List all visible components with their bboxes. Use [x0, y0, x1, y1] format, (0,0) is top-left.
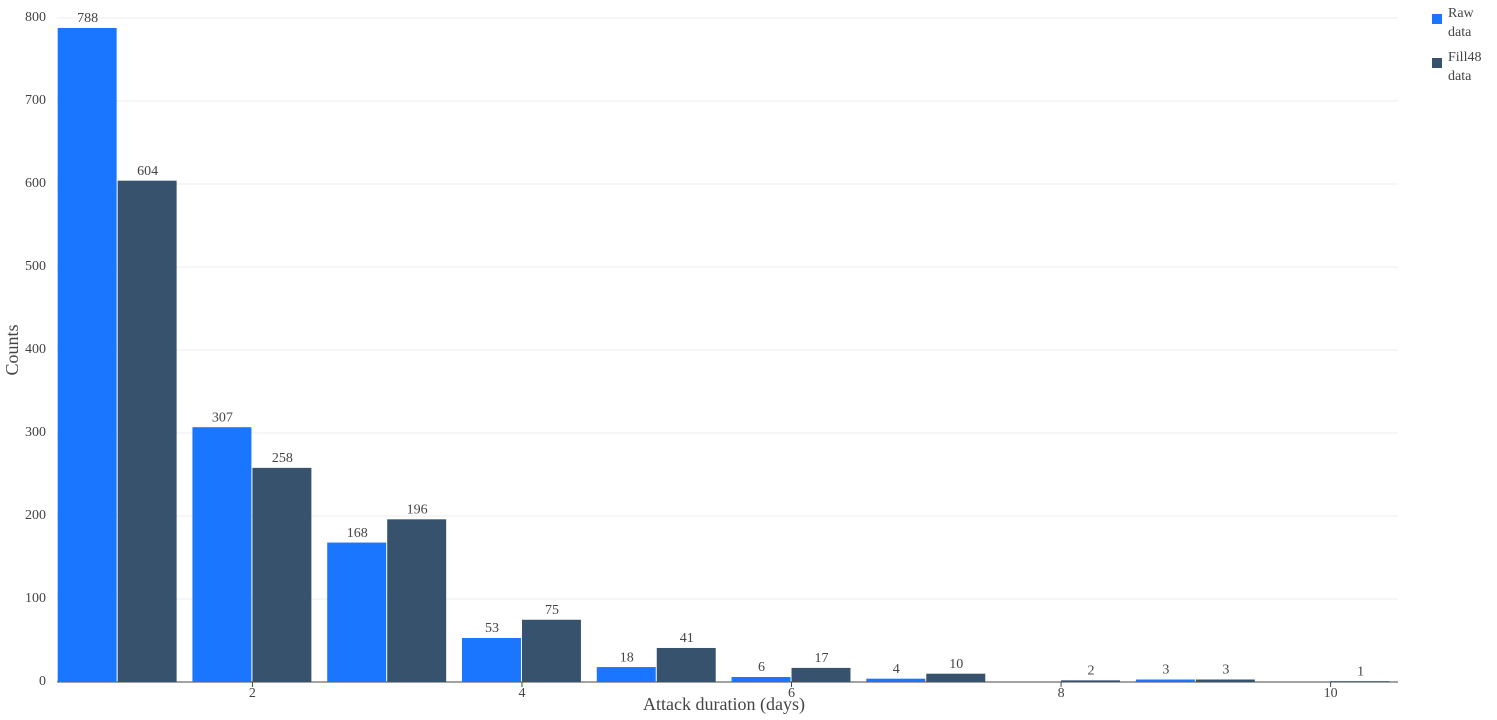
bar: [192, 427, 252, 682]
x-tick-label: 2: [249, 686, 256, 701]
bar: [1135, 679, 1195, 682]
y-tick-label: 300: [25, 425, 46, 440]
bar: [327, 542, 387, 682]
data-label: 75: [545, 603, 559, 618]
data-label: 1: [1357, 664, 1364, 679]
y-tick-label: 500: [25, 259, 46, 274]
bar: [521, 619, 581, 682]
y-tick-label: 200: [25, 508, 46, 523]
data-label: 196: [407, 503, 428, 518]
bar: [731, 677, 791, 682]
bar: [866, 678, 926, 682]
data-label: 788: [77, 11, 98, 26]
legend-label: Fill48 data: [1448, 50, 1482, 84]
x-tick-label: 4: [518, 686, 525, 701]
y-tick-label: 100: [25, 591, 46, 606]
data-label: 3: [1222, 663, 1229, 678]
y-tick-label: 800: [25, 10, 46, 25]
data-label: 604: [137, 164, 158, 179]
y-tick-label: 700: [25, 93, 46, 108]
data-label: 53: [485, 621, 499, 636]
data-label: 41: [680, 631, 694, 646]
bar: [1330, 681, 1390, 682]
bar: [596, 667, 656, 682]
y-tick-label: 600: [25, 176, 46, 191]
bar: [1061, 680, 1121, 682]
data-label: 258: [272, 451, 293, 466]
bar: [252, 467, 312, 682]
data-label: 18: [620, 650, 634, 665]
legend: Raw data Fill48 data: [1432, 4, 1494, 92]
y-tick-label: 400: [25, 342, 46, 357]
data-label: 4: [893, 662, 900, 677]
bar: [656, 647, 716, 682]
data-label: 307: [212, 410, 233, 425]
x-tick-label: 8: [1058, 686, 1065, 701]
x-tick-label: 6: [788, 686, 795, 701]
data-label: 2: [1088, 664, 1095, 679]
bar: [387, 519, 447, 682]
legend-item[interactable]: Raw data: [1432, 4, 1494, 42]
data-label: 10: [949, 657, 963, 672]
data-label: 6: [758, 660, 765, 675]
x-tick-label: 10: [1324, 686, 1338, 701]
legend-swatch: [1432, 14, 1442, 24]
y-axis-title: Counts: [2, 324, 22, 375]
bar: [791, 667, 851, 682]
data-label: 17: [815, 651, 829, 666]
bar: [461, 638, 521, 682]
bar: [926, 673, 986, 682]
legend-item[interactable]: Fill48 data: [1432, 48, 1494, 86]
legend-label: Raw data: [1448, 6, 1474, 40]
data-label: 168: [347, 526, 368, 541]
bar: [1195, 679, 1255, 682]
data-label: 3: [1162, 663, 1169, 678]
x-axis-title: Attack duration (days): [643, 694, 805, 715]
bar: [117, 180, 177, 682]
legend-swatch: [1432, 58, 1442, 68]
y-tick-label: 0: [39, 674, 46, 689]
bar: [57, 27, 117, 682]
